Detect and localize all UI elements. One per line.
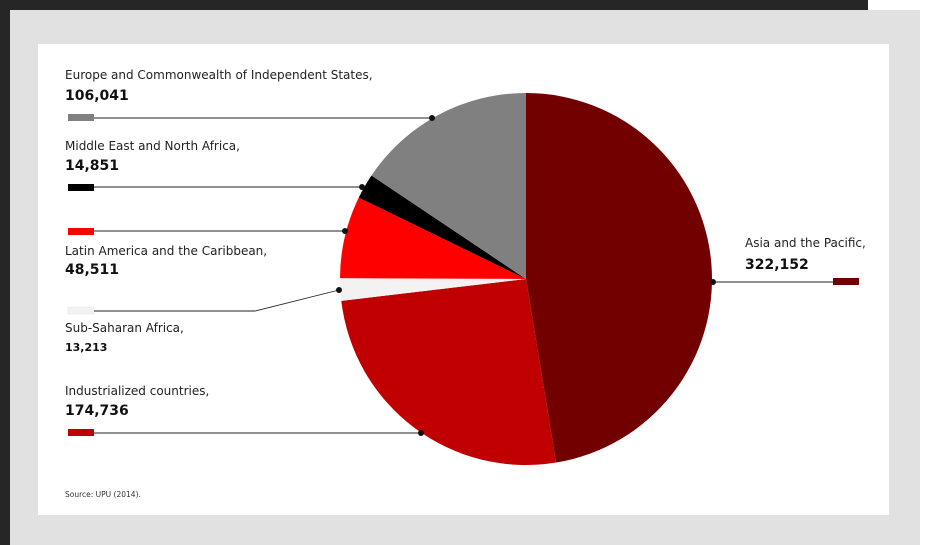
- pie-slices: [340, 93, 712, 465]
- label-europe: Europe and Commonwealth of Independent S…: [65, 68, 373, 82]
- swatch-sub-saharan: [67, 306, 95, 315]
- swatch-europe: [68, 114, 94, 121]
- source-note: Source: UPU (2014).: [65, 490, 141, 499]
- slice-middle-east: [358, 175, 526, 279]
- slice-latin-america: [340, 197, 526, 279]
- value-sub-saharan: 13,213: [65, 341, 107, 354]
- leader-lines: [67, 114, 859, 436]
- value-industrialized: 174,736: [65, 403, 129, 419]
- slice-asia-pacific: [526, 93, 712, 463]
- slice-industrialized: [341, 279, 557, 465]
- swatch-asia-pacific: [833, 278, 859, 285]
- value-middle-east: 14,851: [65, 158, 119, 174]
- swatch-latin-america: [68, 228, 94, 235]
- label-middle-east: Middle East and North Africa,: [65, 139, 240, 153]
- top-dark-band: [0, 0, 868, 12]
- leader-dot-europe: [429, 115, 435, 121]
- left-dark-band: [0, 0, 10, 545]
- label-sub-saharan: Sub-Saharan Africa,: [65, 321, 184, 335]
- leader-dot-middle-east: [359, 184, 365, 190]
- value-europe: 106,041: [65, 88, 129, 104]
- label-asia-pacific: Asia and the Pacific,: [745, 236, 866, 250]
- label-latin-america: Latin America and the Caribbean,: [65, 244, 267, 258]
- leader-dot-asia-pacific: [710, 279, 716, 285]
- slice-sub-saharan: [340, 278, 526, 301]
- leader-dot-sub-saharan: [336, 287, 342, 293]
- swatch-middle-east: [68, 184, 94, 191]
- leader-dot-industrialized: [418, 430, 424, 436]
- leader-dot-latin-america: [342, 228, 348, 234]
- slice-europe: [371, 93, 526, 279]
- swatch-industrialized: [68, 429, 94, 436]
- label-industrialized: Industrialized countries,: [65, 384, 209, 398]
- leader-line-sub-saharan: [94, 289, 340, 312]
- value-asia-pacific: 322,152: [745, 257, 809, 273]
- value-latin-america: 48,511: [65, 262, 119, 278]
